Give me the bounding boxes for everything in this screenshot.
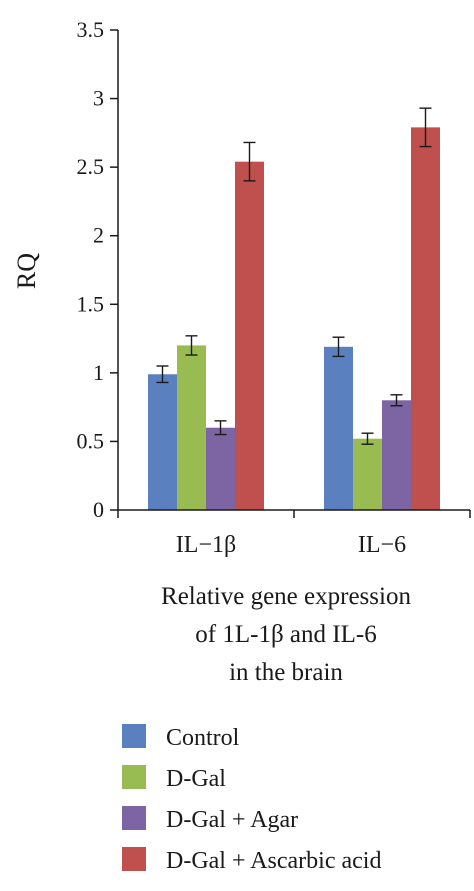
x-axis-title: Relative gene expression of 1L-1β and IL-… (161, 583, 411, 686)
legend-swatch (122, 847, 146, 871)
y-tick-label: 3.5 (77, 17, 105, 42)
error-bars (156, 107, 432, 445)
bar (353, 438, 382, 510)
x-axis-categories: IL−1β IL−6 (117, 510, 471, 558)
legend-label: D-Gal + Ascarbic acid (166, 848, 381, 874)
y-tick-label: 1.5 (77, 291, 105, 316)
y-tick-label: 0.5 (77, 428, 105, 453)
bar (324, 346, 353, 510)
bar (235, 161, 264, 510)
legend: Control D-Gal D-Gal + Agar D-Gal + Ascarbic… (122, 724, 381, 874)
bar (148, 374, 177, 510)
x-category-label: IL−1β (176, 532, 236, 558)
legend-swatch (122, 724, 146, 748)
y-axis-ticks: 0 0.5 1 1.5 2 2.5 3 3.5 (77, 17, 118, 522)
bar (382, 400, 411, 510)
y-tick-label: 1 (93, 360, 104, 385)
bars (148, 127, 440, 510)
y-axis-title: RQ (12, 253, 41, 289)
legend-label: D-Gal (166, 766, 226, 792)
bar (177, 345, 206, 510)
y-tick-label: 2.5 (77, 154, 105, 179)
x-axis-title-line: in the brain (229, 659, 343, 686)
bar (411, 127, 440, 510)
legend-label: D-Gal + Agar (166, 807, 298, 833)
legend-swatch (122, 806, 146, 830)
y-tick-label: 0 (93, 497, 104, 522)
y-tick-label: 2 (93, 223, 104, 248)
bar (206, 427, 235, 510)
legend-label: Control (166, 725, 240, 751)
y-tick-label: 3 (93, 86, 104, 111)
legend-swatch (122, 765, 146, 789)
x-category-label: IL−6 (358, 532, 406, 558)
x-axis-title-line: Relative gene expression (161, 583, 411, 610)
x-axis-title-line: of 1L-1β and IL-6 (195, 621, 376, 648)
